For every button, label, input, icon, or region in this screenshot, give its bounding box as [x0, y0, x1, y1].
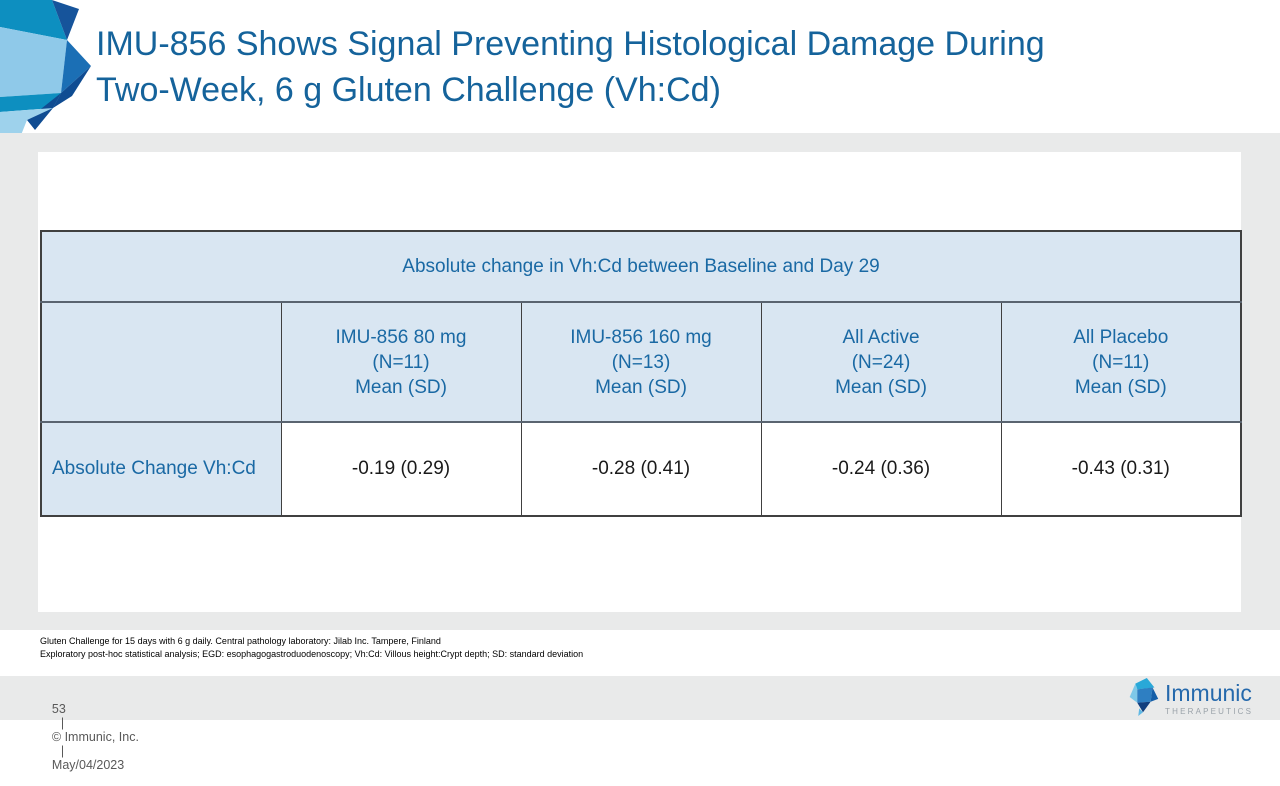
results-table: Absolute change in Vh:Cd between Baselin… [40, 230, 1242, 517]
footer-separator: | [60, 744, 65, 758]
column-n: (N=11) [372, 351, 430, 373]
logo-company-name: Immunic [1165, 680, 1252, 706]
column-stat: Mean (SD) [1074, 376, 1167, 398]
table-title-row: Absolute change in Vh:Cd between Baselin… [40, 230, 1242, 303]
value-imu856-160mg: -0.28 (0.41) [520, 421, 762, 517]
column-header-imu856-160mg: IMU-856 160 mg (N=13) Mean (SD) [520, 301, 762, 423]
slide-title-line1: IMU-856 Shows Signal Preventing Histolog… [96, 25, 1045, 63]
immunic-footer-logo: Immunic THERAPEUTICS [1126, 677, 1253, 717]
row-label-absolute-change: Absolute Change Vh:Cd [40, 421, 282, 517]
column-n: (N=13) [611, 351, 671, 373]
immunic-gem-large-icon [0, 0, 91, 188]
column-name: All Active [842, 326, 920, 348]
value-all-active: -0.24 (0.36) [760, 421, 1002, 517]
table-corner-cell [40, 301, 282, 423]
column-stat: Mean (SD) [355, 376, 447, 398]
table-data-row: Absolute Change Vh:Cd -0.19 (0.29) -0.28… [40, 421, 1242, 517]
table-title-cell: Absolute change in Vh:Cd between Baselin… [40, 230, 1242, 303]
column-name: All Placebo [1073, 326, 1169, 348]
footer-logo-text: Immunic THERAPEUTICS [1165, 677, 1253, 716]
value-all-placebo: -0.43 (0.31) [1000, 421, 1242, 517]
column-name: IMU-856 160 mg [570, 326, 712, 348]
column-stat: Mean (SD) [595, 376, 687, 398]
immunic-gem-small-icon [1129, 677, 1159, 717]
footer-text: 53 | © Immunic, Inc. | May/04/2023 [38, 688, 139, 786]
logo-division-name: THERAPEUTICS [1165, 707, 1254, 716]
footnote-line2: Exploratory post-hoc statistical analysi… [40, 649, 584, 659]
page-number: 53 [51, 702, 66, 716]
footer-separator: | [60, 716, 65, 730]
footnotes: Gluten Challenge for 15 days with 6 g da… [40, 635, 583, 661]
footer-band [0, 676, 1280, 720]
column-header-all-active: All Active (N=24) Mean (SD) [760, 301, 1002, 423]
footnote-line1: Gluten Challenge for 15 days with 6 g da… [40, 636, 441, 646]
column-header-imu856-80mg: IMU-856 80 mg (N=11) Mean (SD) [280, 301, 522, 423]
slide-title-line2: Two-Week, 6 g Gluten Challenge (Vh:Cd) [96, 71, 721, 109]
footer-date: May/04/2023 [51, 758, 125, 772]
column-name: IMU-856 80 mg [335, 326, 467, 348]
slide-title: IMU-856 Shows Signal Preventing Histolog… [96, 21, 1236, 113]
column-header-all-placebo: All Placebo (N=11) Mean (SD) [1000, 301, 1242, 423]
column-stat: Mean (SD) [835, 376, 927, 398]
column-n: (N=11) [1092, 351, 1150, 373]
column-n: (N=24) [851, 351, 911, 373]
footer-copyright: © Immunic, Inc. [51, 730, 139, 744]
value-imu856-80mg: -0.19 (0.29) [280, 421, 522, 517]
table-column-header-row: IMU-856 80 mg (N=11) Mean (SD) IMU-856 1… [40, 301, 1242, 423]
